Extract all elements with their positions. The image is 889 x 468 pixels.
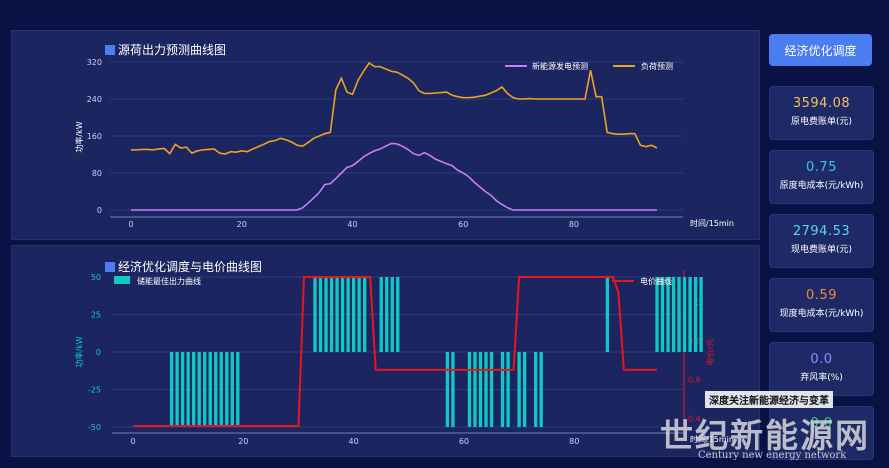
title-marker-icon: [105, 261, 115, 272]
kpi-value: 0.75: [806, 160, 837, 175]
kpi-label: 现电费账单(元): [790, 245, 853, 255]
forecast-chart-title: 源荷出力预测曲线图: [105, 41, 226, 58]
kpi-label: 现度电成本(元/kWh): [779, 309, 864, 319]
kpi-label: 弃风率(%): [800, 373, 843, 383]
dispatch-chart-panel: [11, 245, 760, 457]
kpi-card: 0.75 原度电成本(元/kWh): [769, 150, 874, 204]
title-marker-icon: [105, 44, 115, 55]
kpi-label: 原电费账单(元): [790, 117, 853, 127]
kpi-card: 0.0 弃风率(%): [769, 342, 874, 396]
watermark-banner: 深度关注新能源经济与变革: [705, 391, 833, 408]
forecast-chart-title-text: 源荷出力预测曲线图: [118, 43, 227, 57]
kpi-card: 3594.08 原电费账单(元): [769, 86, 874, 140]
kpi-card: 2794.53 现电费账单(元): [769, 214, 874, 268]
forecast-chart-panel: [11, 30, 760, 240]
kpi-value: 3594.08: [792, 96, 851, 111]
watermark-logo-text: 世纪新能源网: [660, 416, 870, 455]
kpi-card: 0.59 现度电成本(元/kWh): [769, 278, 874, 332]
kpi-value: 0.59: [806, 288, 837, 303]
watermark-subtitle: Century new energy network: [698, 450, 847, 461]
dispatch-chart-title-text: 经济优化调度与电价曲线图: [118, 260, 263, 274]
kpi-value: 0.0: [810, 416, 833, 431]
kpi-value: 2794.53: [792, 224, 851, 239]
kpi-label: 原度电成本(元/kWh): [779, 181, 864, 191]
dispatch-chart-title: 经济优化调度与电价曲线图: [105, 258, 262, 275]
kpi-value: 0.0: [810, 352, 833, 367]
optimize-dispatch-button[interactable]: 经济优化调度: [769, 34, 872, 66]
kpi-card: 0.0: [769, 406, 874, 460]
